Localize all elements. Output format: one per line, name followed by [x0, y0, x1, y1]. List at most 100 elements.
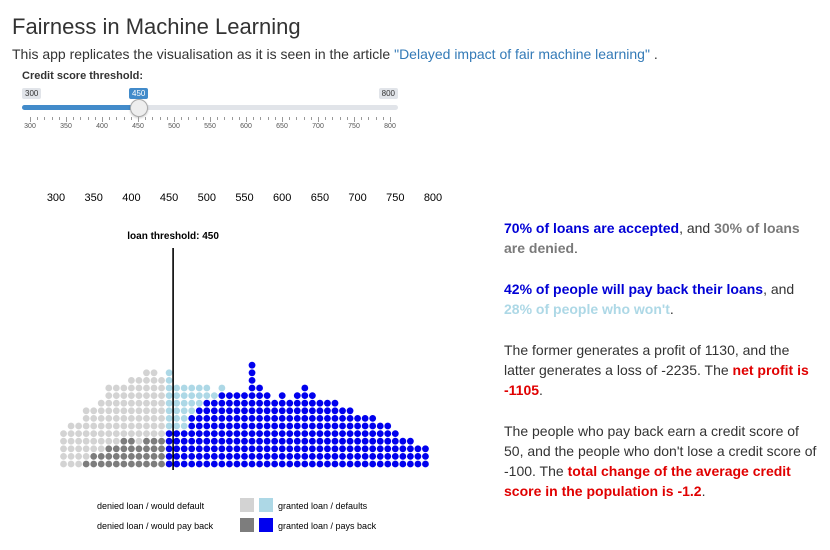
dot-default [82, 453, 90, 460]
dot-default [158, 407, 165, 415]
slider-tick-label: 450 [132, 123, 144, 130]
dot-default [158, 430, 165, 437]
dot-default [127, 422, 135, 430]
dot-pay-back [271, 453, 279, 460]
article-link[interactable]: "Delayed impact of fair machine learning… [394, 46, 650, 62]
dot-default [112, 399, 120, 407]
dot-pay-back [339, 437, 346, 445]
dot-pay-back [301, 392, 309, 399]
dot-default [188, 399, 196, 407]
dot-pay-back [112, 445, 120, 453]
dot-default [127, 384, 135, 392]
dot-pay-back [150, 437, 158, 445]
dot-default [165, 369, 173, 377]
dot-pay-back [271, 437, 279, 445]
dot-pay-back [203, 437, 211, 445]
dot-pay-back [263, 399, 271, 407]
dot-default [203, 384, 211, 392]
dot-pay-back [165, 460, 173, 468]
dot-default [120, 430, 128, 437]
dot-pay-back [293, 453, 301, 460]
dot-pay-back [324, 399, 331, 407]
dot-pay-back [210, 445, 218, 453]
dot-pay-back [188, 415, 196, 422]
dot-pay-back [218, 445, 226, 453]
slider-minor-tick [303, 117, 305, 120]
dot-default [60, 430, 67, 437]
dot-pay-back [112, 453, 120, 460]
dot-default [165, 407, 173, 415]
legend-swatch-denied [240, 518, 254, 532]
dot-default [82, 407, 90, 415]
dot-pay-back [248, 460, 256, 468]
summary-sep: , and [763, 281, 795, 297]
dot-pay-back [180, 460, 188, 468]
dot-pay-back [226, 415, 233, 422]
dot-pay-back [316, 453, 324, 460]
slider-major-tick [66, 117, 67, 122]
dot-pay-back [218, 453, 226, 460]
dot-pay-back [97, 453, 105, 460]
dot-default [135, 399, 143, 407]
dot-pay-back [369, 460, 377, 468]
dot-pay-back [233, 392, 241, 399]
dot-pay-back [263, 415, 271, 422]
dot-default [188, 384, 196, 392]
score-change-text: total change of the average credit score… [504, 463, 791, 499]
slider-tick-label: 750 [348, 123, 360, 130]
dot-pay-back [241, 437, 248, 445]
dot-pay-back [324, 437, 331, 445]
slider-grid: 300 350 400 450 500 550 600 650 700 750 800 [22, 117, 398, 139]
dot-default [135, 384, 143, 392]
dot-default [127, 430, 135, 437]
dot-pay-back [241, 392, 248, 399]
dot-default [150, 392, 158, 399]
dot-default [97, 399, 105, 407]
slider-minor-tick [231, 117, 233, 120]
dot-default [67, 460, 75, 468]
dot-pay-back [256, 422, 263, 430]
slider-handle[interactable] [130, 99, 148, 117]
dot-default [112, 430, 120, 437]
dot-default [143, 384, 150, 392]
dot-pay-back [361, 437, 369, 445]
slider-minor-tick [332, 117, 334, 120]
dot-pay-back [301, 430, 309, 437]
dot-pay-back [233, 399, 241, 407]
dot-pay-back [301, 460, 309, 468]
dot-default [173, 392, 181, 399]
dot-default [105, 407, 113, 415]
dot-pay-back [369, 422, 377, 430]
dot-pay-back [354, 453, 361, 460]
slider-fill-bar [22, 105, 138, 110]
dot-pay-back [376, 445, 384, 453]
loan-dot-chart: 300 350 400 450 500 550 600 650 700 750 800 loan th… [47, 192, 442, 532]
dot-pay-back [90, 453, 98, 460]
dot-default [135, 392, 143, 399]
dot-pay-back [384, 430, 392, 437]
slider-major-tick [282, 117, 283, 122]
dot-pay-back [105, 453, 113, 460]
dot-pay-back [203, 399, 211, 407]
dot-pay-back [218, 407, 226, 415]
dot-pay-back [346, 430, 354, 437]
dot-pay-back [180, 445, 188, 453]
dot-default [82, 445, 90, 453]
dot-pay-back [120, 445, 128, 453]
dot-default [188, 392, 196, 399]
dot-pay-back [293, 437, 301, 445]
dot-pay-back [210, 430, 218, 437]
dot-pay-back [127, 460, 135, 468]
profit-text: The former generates a profit of 1130, a… [504, 342, 790, 378]
slider-track[interactable] [22, 105, 398, 110]
credit-score-slider[interactable]: 300 800 450 300 350 400 450 500 550 600 650 700 7… [22, 86, 398, 136]
dot-pay-back [361, 445, 369, 453]
dot-pay-back [188, 430, 196, 437]
dot-pay-back [369, 437, 377, 445]
dot-pay-back [226, 407, 233, 415]
dot-pay-back [308, 422, 316, 430]
dot-pay-back [127, 445, 135, 453]
dot-default [112, 415, 120, 422]
dot-pay-back [195, 445, 203, 453]
slider-tick-label: 650 [276, 123, 288, 130]
